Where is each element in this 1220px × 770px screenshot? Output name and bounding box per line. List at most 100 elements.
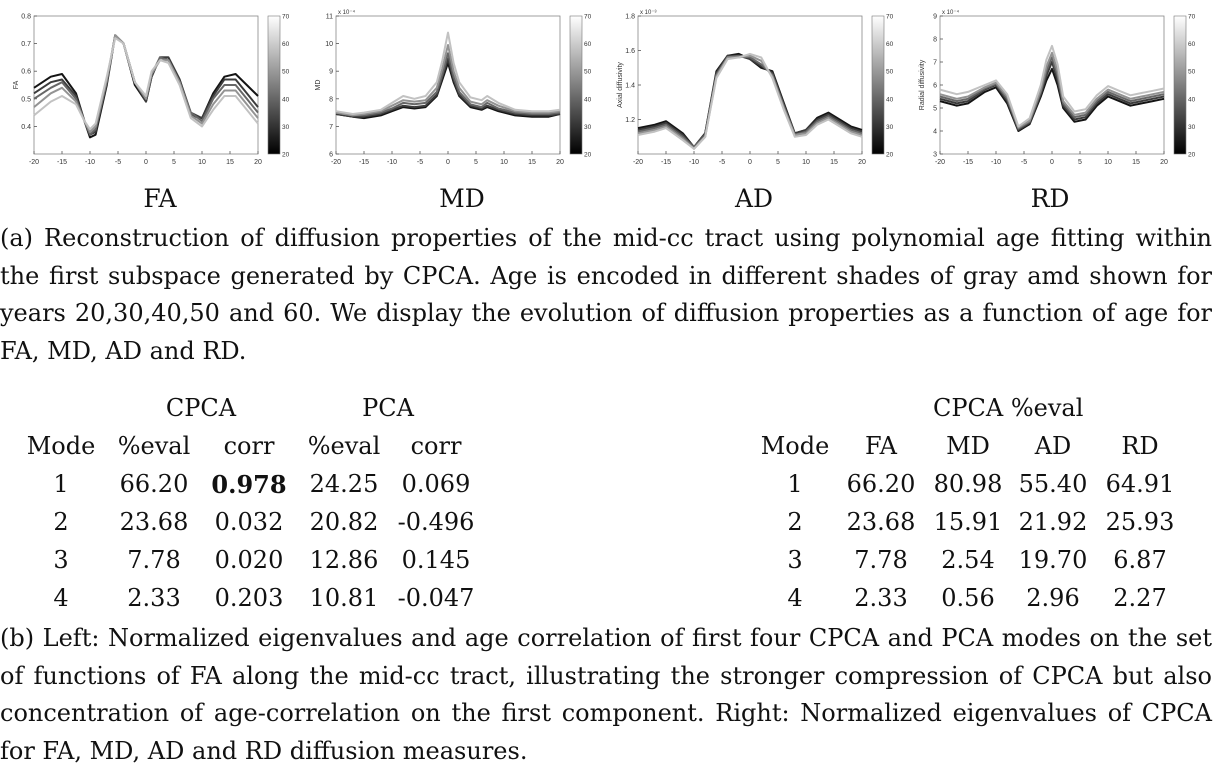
series-line-age-60 — [33, 37, 259, 131]
x-tick-label: -5 — [115, 159, 121, 166]
x-tick-label: 15 — [528, 159, 536, 166]
x-tick-label: -5 — [719, 159, 725, 166]
table-cell: 55.40 — [1018, 470, 1088, 498]
caption-a: (a) Reconstruction of diffusion properti… — [0, 224, 1212, 365]
series-line-age-40 — [939, 56, 1165, 130]
table-cell: 0.069 — [401, 470, 471, 498]
table-row: 3 7.78 2.54 19.70 6.87 — [752, 541, 1186, 579]
x-tick-label: -15 — [661, 159, 671, 166]
fa-plot: -20 -15 -10 -5 0 5 10 15 20 0.4 0.5 0.6 0.7 0.8 FA 20 30… — [10, 6, 300, 174]
table-cell: 2.33 — [127, 584, 181, 612]
y-tick-label: 0.4 — [21, 124, 31, 131]
x-tick-label: -15 — [57, 159, 67, 166]
x-tick-label: -10 — [991, 159, 1001, 166]
rd-chart-svg: -20 -15 -10 -5 0 5 10 15 20 3 4 5 6 7 8 9 Radial diffusi… — [919, 9, 1196, 166]
series-line-age-60 — [335, 31, 561, 115]
y-axis-label: Axial diffusivity — [617, 62, 624, 108]
colorbar-tick-label: 40 — [1188, 96, 1196, 103]
table-row: 4 2.33 0.56 2.96 2.27 — [752, 579, 1186, 617]
x-tick-label: -10 — [689, 159, 699, 166]
group-header-cpca: CPCA — [165, 394, 237, 422]
x-tick-label: 0 — [446, 159, 450, 166]
colorbar-tick-label: 20 — [1188, 152, 1196, 159]
column-header: corr — [223, 432, 275, 460]
colorbar-tick-label: 50 — [584, 69, 592, 76]
y-tick-label: 11 — [326, 14, 333, 21]
table-cell: 2.54 — [941, 546, 995, 574]
y-tick-label: 8 — [329, 96, 333, 103]
colorbar-tick-label: 40 — [886, 96, 894, 103]
x-tick-label: 0 — [1050, 159, 1054, 166]
table-cell: 64.91 — [1105, 470, 1175, 498]
column-header: corr — [410, 432, 462, 460]
colorbar-tick-label: 70 — [584, 14, 592, 21]
table-cell: 3 — [53, 546, 69, 574]
table-cell: 25.93 — [1105, 508, 1175, 536]
series-line-age-30 — [637, 54, 863, 149]
table-cell: 2.27 — [1113, 584, 1167, 612]
x-tick-label: 20 — [858, 159, 866, 166]
x-tick-label: 15 — [226, 159, 234, 166]
series-line-age-50 — [637, 54, 863, 150]
table-cell: 4 — [53, 584, 69, 612]
x-tick-label: -15 — [359, 159, 369, 166]
y-tick-label: 1.6 — [625, 48, 635, 55]
y-axis-label: MD — [315, 80, 322, 91]
group-header-cpca-eval: CPCA %eval — [933, 394, 1084, 422]
x-tick-label: 20 — [254, 159, 262, 166]
table-cell: 10.81 — [309, 584, 379, 612]
colorbar-tick-label: 70 — [282, 14, 290, 21]
panel-label-md: MD — [439, 184, 485, 213]
colorbar — [1173, 15, 1187, 155]
table-cell: 0.145 — [401, 546, 471, 574]
x-tick-label: 10 — [802, 159, 810, 166]
x-tick-label: 20 — [1160, 159, 1168, 166]
x-tick-label: -10 — [85, 159, 95, 166]
table-cell: 23.68 — [119, 508, 189, 536]
colorbar-tick-label: 50 — [1188, 69, 1196, 76]
table-cell: 24.25 — [309, 470, 379, 498]
colorbar-tick-label: 20 — [584, 152, 592, 159]
table-right-header-row: Mode FA MD AD RD — [752, 427, 1186, 465]
table-cell: 66.20 — [846, 470, 916, 498]
table-right-group-header-row: CPCA %eval — [752, 389, 1186, 427]
y-tick-label: 9 — [329, 69, 333, 76]
colorbar-tick-label: 30 — [886, 124, 894, 131]
table-cell: 19.70 — [1018, 546, 1088, 574]
y-axis-label: FA — [13, 80, 20, 89]
x-tick-label: -20 — [29, 159, 39, 166]
x-tick-label: -10 — [387, 159, 397, 166]
series-line-age-40 — [335, 52, 561, 117]
series-line-age-50 — [33, 34, 259, 133]
table-cell: 2.33 — [854, 584, 908, 612]
series-line-age-50 — [939, 51, 1165, 129]
colorbar-tick-label: 50 — [886, 69, 894, 76]
colorbar-tick-label: 60 — [282, 41, 290, 48]
table-cell: 66.20 — [119, 470, 189, 498]
y-tick-label: 10 — [325, 41, 333, 48]
y-tick-label: 0.8 — [21, 14, 31, 21]
y-tick-label: 0.5 — [21, 96, 31, 103]
group-header-pca: PCA — [362, 394, 414, 422]
table-right: CPCA %eval Mode FA MD AD RD 1 66.20 80.9… — [752, 389, 1186, 617]
colorbar-tick-label: 30 — [584, 124, 592, 131]
y-tick-label: 5 — [933, 106, 937, 113]
table-row: 1 66.20 0.978 24.25 0.069 — [16, 465, 480, 503]
table-cell: 0.032 — [214, 508, 284, 536]
table-cell: 1 — [787, 470, 803, 498]
series-line-age-60 — [939, 44, 1165, 128]
table-row: 1 66.20 80.98 55.40 64.91 — [752, 465, 1186, 503]
table-cell: 20.82 — [309, 508, 379, 536]
y-tick-label: 4 — [933, 129, 937, 136]
panel-label-fa: FA — [143, 184, 177, 213]
column-header: Mode — [760, 432, 830, 460]
x-tick-label: -15 — [963, 159, 973, 166]
x-tick-label: 0 — [144, 159, 148, 166]
x-tick-label: -20 — [935, 159, 945, 166]
x-tick-label: -5 — [1021, 159, 1027, 166]
md-chart-svg: -20 -15 -10 -5 0 5 10 15 20 6 7 8 9 10 11 MD x 10⁻⁴ 20 30 4… — [315, 9, 592, 166]
y-tick-label: 7 — [933, 60, 937, 67]
table-cell-highlight: 0.978 — [202, 465, 296, 503]
y-tick-label: 0.6 — [21, 69, 31, 76]
x-tick-label: 15 — [1132, 159, 1140, 166]
